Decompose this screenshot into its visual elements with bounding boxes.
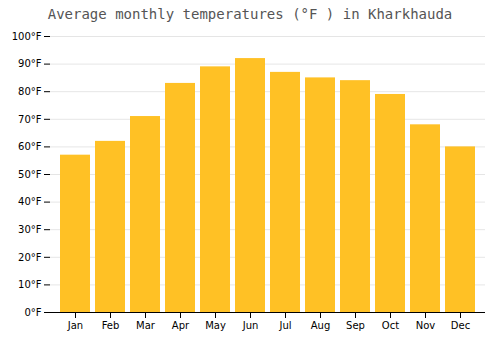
svg-text:10°F: 10°F — [18, 279, 42, 290]
svg-text:Nov: Nov — [416, 320, 436, 331]
svg-text:80°F: 80°F — [18, 86, 42, 97]
svg-text:Oct: Oct — [382, 320, 399, 331]
svg-text:Jul: Jul — [278, 320, 291, 331]
html-text:Average monthly temperatures (: Average monthly temperatures (°F ) in Kh… — [47, 6, 453, 22]
svg-text:Sep: Sep — [346, 320, 365, 331]
svg-text:70°F: 70°F — [18, 114, 42, 125]
svg-text:0°F: 0°F — [24, 307, 41, 318]
svg-text:50°F: 50°F — [18, 169, 42, 180]
svg-text:Feb: Feb — [102, 320, 120, 331]
svg-text:100°F: 100°F — [12, 31, 42, 42]
svg-text:Mar: Mar — [136, 320, 156, 331]
svg-text:20°F: 20°F — [18, 252, 42, 263]
svg-text:May: May — [205, 320, 226, 331]
svg-text:Apr: Apr — [172, 320, 190, 331]
svg-text:30°F: 30°F — [18, 224, 42, 235]
svg-text:40°F: 40°F — [18, 196, 42, 207]
svg-text:Jan: Jan — [67, 320, 83, 331]
svg-text:60°F: 60°F — [18, 141, 42, 152]
svg-text:Dec: Dec — [451, 320, 470, 331]
svg-text:Jun: Jun — [242, 320, 259, 331]
svg-text:Aug: Aug — [311, 320, 331, 331]
svg-text:90°F: 90°F — [18, 58, 42, 69]
